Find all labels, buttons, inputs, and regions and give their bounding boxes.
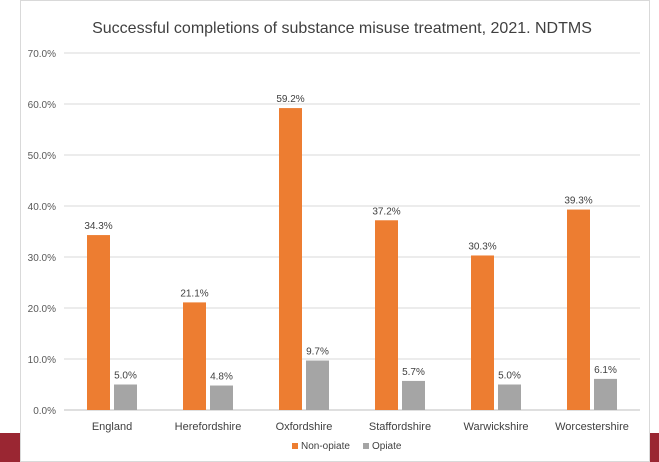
data-label: 37.2% bbox=[372, 206, 400, 217]
y-tick-label: 10.0% bbox=[28, 355, 56, 366]
x-tick-label: Warwickshire bbox=[464, 421, 529, 433]
x-tick-label: Worcestershire bbox=[555, 421, 629, 433]
x-axis-ticks: England Herefordshire Oxfordshire Staffords… bbox=[92, 421, 629, 433]
bar-opiate bbox=[498, 384, 521, 410]
bar-opiate bbox=[210, 385, 233, 410]
data-label: 59.2% bbox=[276, 94, 304, 105]
y-tick-label: 30.0% bbox=[28, 253, 56, 264]
legend-swatch bbox=[363, 443, 369, 449]
y-tick-label: 40.0% bbox=[28, 202, 56, 213]
bar-opiate bbox=[114, 384, 137, 410]
legend-label: Non-opiate bbox=[301, 441, 350, 452]
data-label: 21.1% bbox=[180, 288, 208, 299]
data-label: 34.3% bbox=[84, 221, 112, 232]
y-tick-label: 0.0% bbox=[33, 406, 56, 417]
chart-frame bbox=[20, 0, 650, 462]
bar-non-opiate bbox=[183, 302, 206, 410]
legend-swatch bbox=[292, 443, 298, 449]
slide-accent-right bbox=[650, 433, 659, 462]
bar-opiate bbox=[594, 378, 617, 410]
y-tick-label: 50.0% bbox=[28, 151, 56, 162]
data-label: 9.7% bbox=[306, 347, 329, 358]
bar-opiate bbox=[402, 380, 425, 410]
chart-title: Successful completions of substance misu… bbox=[92, 20, 592, 37]
bar-opiate bbox=[306, 360, 329, 410]
legend-label: Opiate bbox=[372, 441, 402, 452]
data-label: 30.3% bbox=[468, 241, 496, 252]
data-labels: 34.3% 5.0% 21.1% 4.8% 59.2% 9.7% 37.2% 5.7% 30.3… bbox=[84, 94, 617, 382]
y-tick-label: 20.0% bbox=[28, 304, 56, 315]
bar-non-opiate bbox=[471, 255, 494, 410]
bar-non-opiate bbox=[567, 209, 590, 410]
data-label: 5.0% bbox=[498, 371, 521, 382]
x-tick-label: Staffordshire bbox=[369, 421, 431, 433]
legend-item[interactable]: Opiate bbox=[363, 441, 402, 452]
slide-accent-left bbox=[0, 433, 20, 462]
legend[interactable]: Non-opiate Opiate bbox=[292, 441, 402, 452]
data-label: 4.8% bbox=[210, 372, 233, 383]
bar-non-opiate bbox=[87, 235, 110, 410]
data-label: 5.7% bbox=[402, 367, 425, 378]
gridlines bbox=[64, 52, 640, 411]
bar-non-opiate bbox=[375, 220, 398, 410]
y-tick-label: 70.0% bbox=[28, 49, 56, 60]
x-tick-label: Herefordshire bbox=[175, 421, 242, 433]
x-tick-label: England bbox=[92, 421, 132, 433]
data-label: 5.0% bbox=[114, 371, 137, 382]
x-tick-label: Oxfordshire bbox=[276, 421, 333, 433]
bar-non-opiate bbox=[279, 108, 302, 410]
legend-item[interactable]: Non-opiate bbox=[292, 441, 350, 452]
data-label: 6.1% bbox=[594, 365, 617, 376]
data-label: 39.3% bbox=[564, 196, 592, 207]
bars bbox=[87, 108, 617, 410]
y-tick-label: 60.0% bbox=[28, 100, 56, 111]
y-axis-ticks: 0.0% 10.0% 20.0% 30.0% 40.0% 50.0% 60.0% 70.0% bbox=[28, 49, 56, 417]
